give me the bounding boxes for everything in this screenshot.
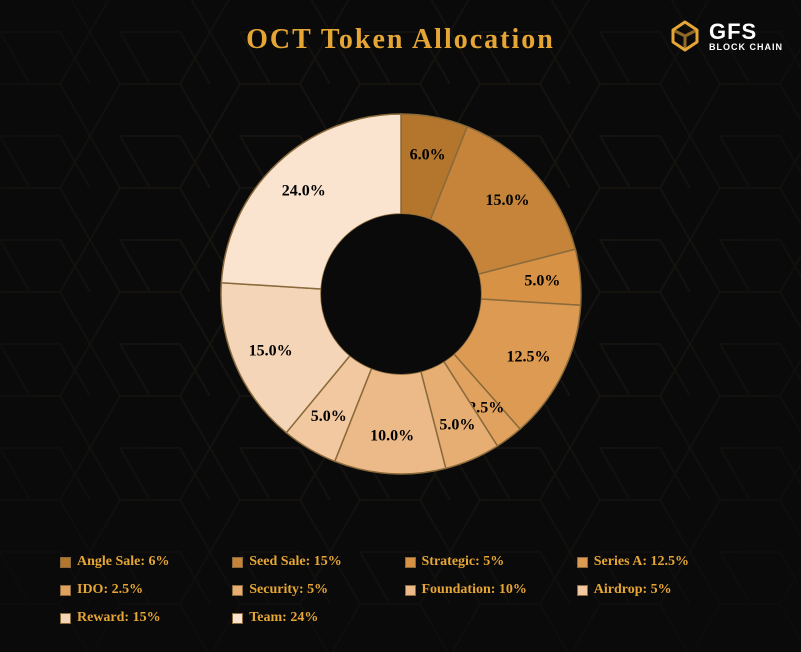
legend-swatch: [60, 585, 71, 596]
legend-swatch: [232, 585, 243, 596]
legend-item: Strategic: 5%: [405, 554, 569, 570]
legend-item: Security: 5%: [232, 582, 396, 598]
logo: GFS BLOCK CHAIN: [667, 18, 783, 54]
legend-swatch: [577, 585, 588, 596]
legend-swatch: [577, 557, 588, 568]
legend-swatch: [60, 613, 71, 624]
legend-label: IDO: 2.5%: [77, 582, 143, 598]
legend-item: Team: 24%: [232, 610, 396, 626]
legend-item: Seed Sale: 15%: [232, 554, 396, 570]
legend-label: Team: 24%: [249, 610, 318, 626]
legend-label: Seed Sale: 15%: [249, 554, 342, 570]
legend-label: Airdrop: 5%: [594, 582, 672, 598]
logo-icon: [667, 18, 703, 54]
legend-label: Foundation: 10%: [422, 582, 527, 598]
slice-label: 15.0%: [248, 342, 292, 359]
legend-swatch: [232, 613, 243, 624]
legend-label: Reward: 15%: [77, 610, 161, 626]
legend-label: Strategic: 5%: [422, 554, 505, 570]
logo-text-sub: BLOCK CHAIN: [709, 43, 783, 52]
legend-item: Angle Sale: 6%: [60, 554, 224, 570]
legend-swatch: [405, 557, 416, 568]
legend-item: Reward: 15%: [60, 610, 224, 626]
slice-label: 10.0%: [370, 428, 414, 445]
slice-label: 24.0%: [281, 182, 325, 199]
slice-label: 6.0%: [409, 147, 445, 164]
legend-label: Series A: 12.5%: [594, 554, 689, 570]
legend-label: Security: 5%: [249, 582, 328, 598]
logo-text-main: GFS: [709, 21, 783, 43]
donut-chart: 6.0%15.0%5.0%12.5%2.5%5.0%10.0%5.0%15.0%…: [181, 74, 621, 514]
legend-item: Airdrop: 5%: [577, 582, 741, 598]
legend-swatch: [232, 557, 243, 568]
donut-hole: [321, 214, 481, 374]
slice-label: 12.5%: [506, 348, 550, 365]
slice-label: 5.0%: [310, 408, 346, 425]
slice-label: 5.0%: [524, 273, 560, 290]
legend-label: Angle Sale: 6%: [77, 554, 170, 570]
slice-label: 5.0%: [439, 416, 475, 433]
legend-item: Series A: 12.5%: [577, 554, 741, 570]
legend-swatch: [60, 557, 71, 568]
legend-swatch: [405, 585, 416, 596]
legend-item: IDO: 2.5%: [60, 582, 224, 598]
slice-label: 15.0%: [485, 192, 529, 209]
legend: Angle Sale: 6% Seed Sale: 15% Strategic: 5…: [60, 554, 741, 626]
legend-item: Foundation: 10%: [405, 582, 569, 598]
